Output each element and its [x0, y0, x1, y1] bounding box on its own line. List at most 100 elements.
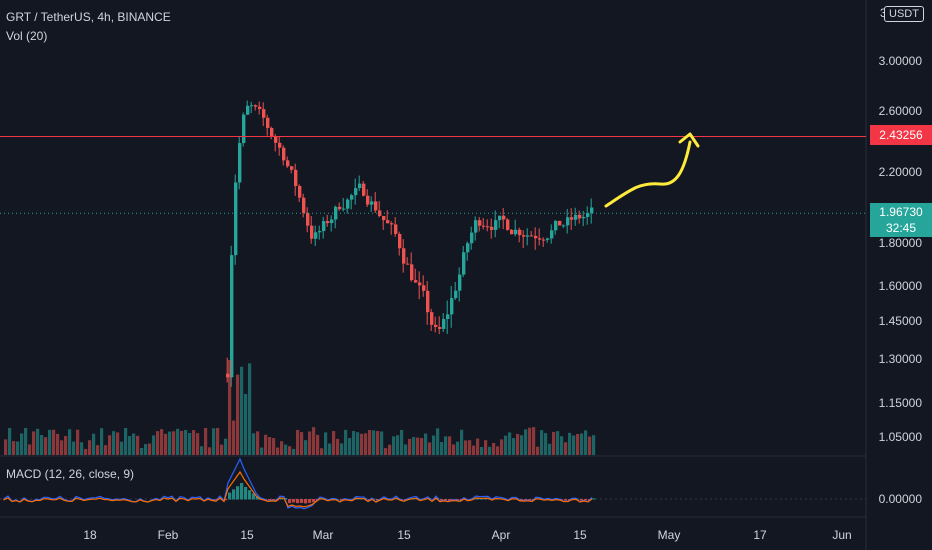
candle-body — [466, 243, 469, 252]
candle-body — [246, 106, 249, 115]
volume-bar — [192, 430, 195, 455]
candle-body — [390, 223, 393, 224]
volume-bar — [524, 429, 527, 455]
volume-bar — [300, 432, 303, 455]
macd-histogram-bar — [244, 487, 247, 500]
volume-bar — [208, 447, 211, 455]
macd-histogram-bar — [300, 499, 303, 503]
candle-body — [522, 235, 525, 237]
candle-body — [366, 196, 369, 205]
macd-histogram-bar — [232, 489, 235, 499]
volume-bar — [356, 432, 359, 455]
volume-bar — [248, 363, 251, 455]
time-tick-label: Feb — [158, 528, 179, 542]
volume-bar — [136, 436, 139, 455]
candle-body — [578, 215, 581, 218]
volume-bar — [204, 428, 207, 455]
volume-bar — [560, 436, 563, 455]
volume-bar — [420, 438, 423, 455]
volume-bar — [128, 436, 131, 455]
macd-histogram-bar — [288, 499, 291, 503]
volume-bar — [120, 442, 123, 455]
volume-bar — [400, 430, 403, 455]
volume-bar — [288, 446, 291, 455]
macd-histogram-bar — [584, 499, 587, 500]
volume-bar — [16, 441, 19, 455]
candle-body — [342, 209, 345, 210]
symbol-title: GRT / TetherUS, 4h, BINANCE — [6, 10, 171, 24]
volume-bar — [492, 443, 495, 455]
macd-tick-label: 0.00000 — [879, 492, 922, 506]
volume-bar — [316, 435, 319, 455]
candle-body — [394, 224, 397, 234]
candle-body — [314, 232, 317, 238]
volume-bar — [592, 435, 595, 455]
macd-histogram-bar — [236, 486, 239, 499]
candle-body — [322, 221, 325, 231]
candle-body — [374, 201, 377, 210]
volume-bar — [72, 442, 75, 455]
volume-bar — [572, 435, 575, 455]
time-tick-label: 15 — [397, 528, 410, 542]
candle-body — [346, 200, 349, 209]
candle-body — [370, 201, 373, 204]
volume-bar — [224, 439, 227, 455]
volume-bar — [536, 447, 539, 455]
volume-indicator-label[interactable]: Vol (20) — [6, 29, 47, 43]
volume-bar — [76, 430, 79, 455]
macd-indicator-label[interactable]: MACD (12, 26, close, 9) — [6, 467, 134, 481]
volume-bar — [48, 430, 51, 455]
candle-body — [410, 264, 413, 280]
volume-bar — [404, 444, 407, 455]
time-tick-label: 18 — [83, 528, 96, 542]
candle-body — [478, 220, 481, 225]
candle-body — [262, 109, 265, 118]
candle-body — [278, 143, 281, 148]
last-price-value: 1.96730 — [870, 204, 932, 220]
volume-bar — [564, 442, 567, 455]
volume-bar — [184, 430, 187, 455]
candle-body — [306, 213, 309, 226]
candle-body — [542, 240, 545, 241]
candle-body — [290, 166, 293, 170]
candle-body — [506, 220, 509, 230]
volume-bar — [540, 430, 543, 455]
volume-bar — [200, 446, 203, 455]
candle-body — [514, 230, 517, 234]
price-tick-label: 1.05000 — [879, 430, 922, 444]
last-price-tag: 1.96730 32:45 — [870, 203, 932, 237]
volume-bar — [252, 433, 255, 455]
macd-histogram-bar — [312, 499, 315, 502]
volume-bar — [280, 441, 283, 455]
volume-bar — [392, 436, 395, 455]
macd-histogram-bar — [304, 499, 307, 503]
volume-bar — [428, 442, 431, 455]
volume-bar — [60, 440, 63, 455]
candle-body — [282, 148, 285, 161]
candle-body — [286, 160, 289, 166]
candle-body — [238, 143, 241, 182]
volume-bar — [348, 438, 351, 455]
candle-body — [554, 221, 557, 230]
volume-bar — [528, 428, 531, 455]
candle-body — [526, 235, 529, 236]
candle-body — [242, 115, 245, 143]
volume-bar — [232, 421, 235, 455]
volume-bar — [488, 447, 491, 455]
volume-bar — [516, 434, 519, 455]
volume-bar — [384, 448, 387, 455]
volume-bar — [28, 444, 31, 455]
volume-bar — [328, 444, 331, 455]
volume-bar — [408, 439, 411, 455]
volume-bar — [240, 367, 243, 455]
time-tick-label: Apr — [492, 528, 511, 542]
candle-body — [518, 230, 521, 235]
currency-button[interactable]: USDT — [884, 6, 924, 22]
volume-bar — [312, 427, 315, 455]
volume-bar — [332, 431, 335, 455]
candle-body — [298, 186, 301, 198]
candle-body — [318, 231, 321, 232]
macd-histogram-bar — [240, 483, 243, 500]
volume-bar — [20, 433, 23, 455]
